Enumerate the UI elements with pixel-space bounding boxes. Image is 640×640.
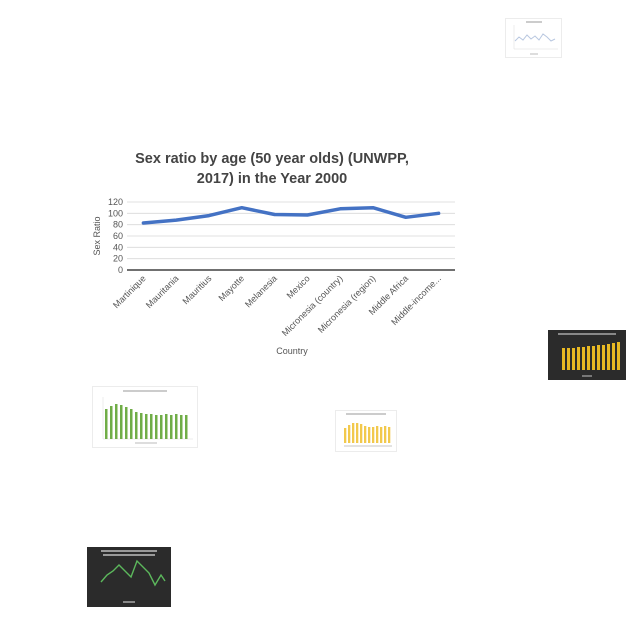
chart-title-line-1: Sex ratio by age (50 year olds) (UNWPP,	[135, 151, 409, 167]
chart-title-line-2: 2017) in the Year 2000	[197, 171, 347, 187]
thumbnail-bar-chart-green	[92, 386, 198, 448]
x-axis-label: Country	[276, 346, 308, 356]
y-tick-label: 40	[113, 242, 123, 252]
y-axis-label: Sex Ratio	[92, 216, 102, 255]
series-line	[141, 205, 441, 225]
chart-canvas: Sex ratio by age (50 year olds) (UNWPP, …	[92, 151, 455, 356]
x-tick-label: Mayotte	[217, 273, 247, 303]
x-tick-label: Mauritius	[181, 273, 214, 306]
x-tick-label: Melanesia	[243, 273, 279, 309]
sex-ratio-line-chart: Sex ratio by age (50 year olds) (UNWPP, …	[85, 140, 475, 365]
x-tick-label: Micronesia (region)	[316, 273, 378, 335]
y-tick-label: 80	[113, 220, 123, 230]
y-tick-label: 20	[113, 254, 123, 264]
x-tick-label: Martinique	[111, 273, 148, 310]
series-layer	[141, 205, 441, 225]
thumbnail-line-chart-top-right	[505, 18, 562, 58]
y-tick-label: 0	[118, 265, 123, 275]
x-tick-label: Micronesia (country)	[280, 273, 345, 338]
y-tick-label: 120	[108, 197, 123, 207]
x-tick-label: Mexico	[285, 273, 312, 300]
y-tick-label: 100	[108, 208, 123, 218]
y-tick-label: 60	[113, 231, 123, 241]
x-tick-label: Mauritania	[144, 273, 181, 310]
gridlines	[127, 201, 455, 271]
thumbnail-bar-chart-yellow	[335, 410, 397, 452]
thumbnail-bar-chart-dark-right	[548, 330, 626, 380]
thumbnail-line-chart-dark-green	[87, 547, 171, 607]
